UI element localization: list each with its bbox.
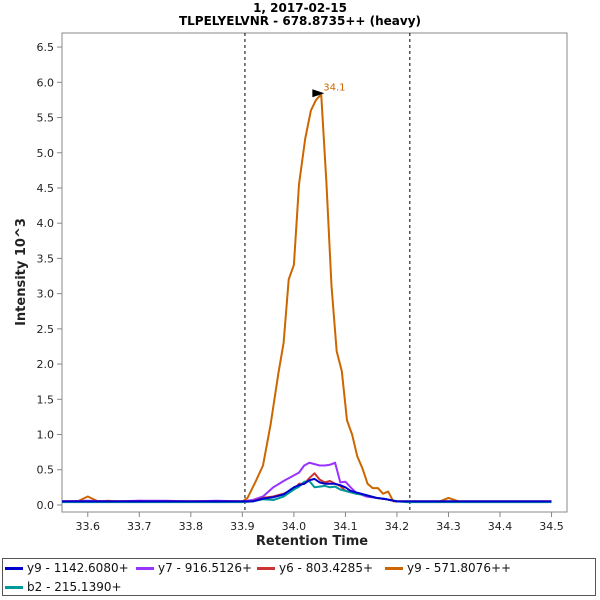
peak-annotation: 34.1 bbox=[312, 82, 345, 98]
legend-label: y6 - 803.4285+ bbox=[279, 561, 374, 575]
x-tick-label: 33.9 bbox=[230, 520, 255, 533]
legend-item: y9 - 571.8076++ bbox=[385, 559, 511, 577]
y-tick-label: 0.5 bbox=[37, 464, 55, 477]
legend-label: y7 - 916.5126+ bbox=[158, 561, 253, 575]
peak-label: 34.1 bbox=[323, 82, 345, 93]
x-tick-label: 34.5 bbox=[539, 520, 564, 533]
y-tick-label: 5.0 bbox=[37, 147, 55, 160]
legend-swatch bbox=[136, 566, 154, 570]
y-tick-label: 2.0 bbox=[37, 358, 55, 371]
peak-marker-icon bbox=[312, 89, 325, 98]
legend-swatch bbox=[5, 585, 23, 589]
y-tick-label: 4.5 bbox=[37, 182, 55, 195]
legend-label: y9 - 1142.6080+ bbox=[27, 561, 129, 575]
chart-title: 1, 2017-02-15 bbox=[253, 1, 347, 15]
y-tick-label: 2.5 bbox=[37, 323, 55, 336]
legend-label: b2 - 215.1390+ bbox=[27, 580, 122, 594]
chromatogram-chart: 1, 2017-02-15 TLPELYELVNR - 678.8735++ (… bbox=[14, 1, 568, 549]
chart-subtitle: TLPELYELVNR - 678.8735++ (heavy) bbox=[179, 14, 421, 28]
chart-legend: y9 - 1142.6080+ y7 - 916.5126+ y6 - 803.42… bbox=[2, 558, 596, 596]
legend-swatch bbox=[385, 566, 403, 570]
legend-item: y9 - 1142.6080+ bbox=[5, 559, 129, 577]
legend-item: y6 - 803.4285+ bbox=[257, 559, 373, 577]
series-line bbox=[62, 477, 552, 503]
y-tick-label: 0.0 bbox=[37, 499, 55, 512]
x-tick-label: 33.7 bbox=[127, 520, 152, 533]
legend-swatch bbox=[257, 566, 275, 570]
x-tick-label: 34.2 bbox=[385, 520, 410, 533]
legend-label: y9 - 571.8076++ bbox=[407, 561, 512, 575]
y-tick-label: 1.0 bbox=[37, 429, 55, 442]
x-tick-label: 34.0 bbox=[282, 520, 307, 533]
legend-item: b2 - 215.1390+ bbox=[5, 578, 122, 596]
y-tick-label: 6.0 bbox=[37, 76, 55, 89]
integration-bounds bbox=[244, 33, 411, 512]
legend-item: y7 - 916.5126+ bbox=[136, 559, 252, 577]
plot-area bbox=[61, 32, 568, 513]
x-tick-label: 34.4 bbox=[488, 520, 513, 533]
legend-swatch bbox=[5, 566, 23, 570]
x-axis: 33.6 33.7 33.8 33.9 34.0 34.1 34.2 34.3 34.4 34.5 bbox=[76, 512, 564, 533]
y-tick-label: 5.5 bbox=[37, 112, 55, 125]
y-tick-label: 3.0 bbox=[37, 288, 55, 301]
y-tick-label: 1.5 bbox=[37, 393, 55, 406]
x-tick-label: 34.1 bbox=[333, 520, 358, 533]
x-tick-label: 33.6 bbox=[76, 520, 101, 533]
series-lines bbox=[61, 93, 552, 504]
y-tick-label: 3.5 bbox=[37, 252, 55, 265]
x-tick-label: 33.8 bbox=[179, 520, 204, 533]
y-axis-title: Intensity 10^3 bbox=[14, 218, 29, 326]
y-tick-label: 6.5 bbox=[37, 41, 55, 54]
y-axis: 0.0 0.5 1.0 1.5 2.0 2.5 3.0 3.5 4.0 4.5 5.0 5.5 6.0 6… bbox=[37, 41, 62, 512]
y-tick-label: 4.0 bbox=[37, 217, 55, 230]
x-tick-label: 34.3 bbox=[436, 520, 461, 533]
x-axis-title: Retention Time bbox=[256, 534, 368, 549]
